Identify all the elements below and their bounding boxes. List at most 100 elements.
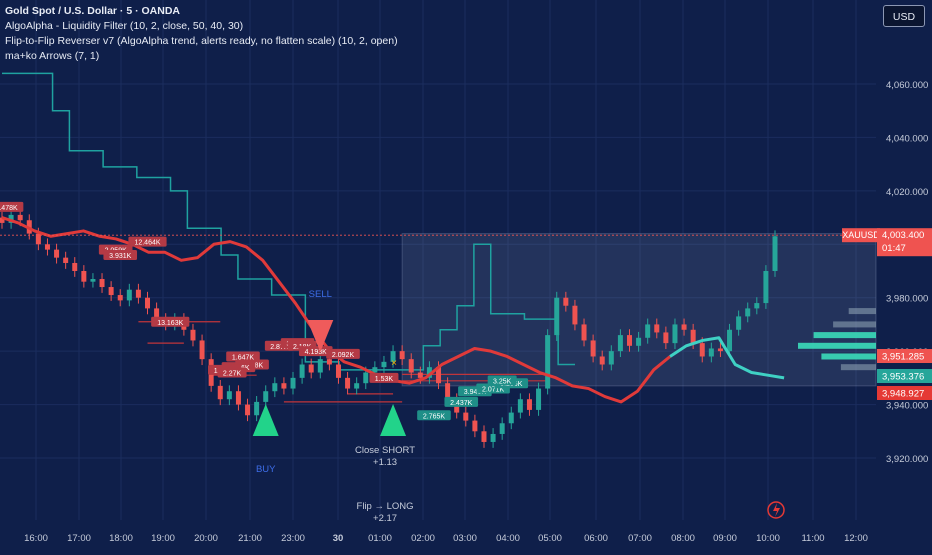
candle-body	[436, 367, 442, 384]
time-tick-label: 11:00	[801, 533, 824, 544]
volume-profile-bar	[840, 364, 876, 371]
last-price-bg	[877, 228, 932, 257]
volume-tags: 5.478K2.059K3.931K12.464K13.163K2.87K3.0…	[0, 201, 529, 421]
candle-body	[472, 420, 478, 432]
symbol-tag-bg	[842, 228, 880, 243]
time-tick-label: 30	[333, 533, 344, 544]
candle-body	[190, 329, 196, 341]
candle-body	[8, 214, 14, 223]
price-tick-label: 4,020.000	[886, 187, 928, 198]
candle-body	[581, 324, 587, 341]
candle-body	[536, 388, 542, 410]
candle-body	[35, 233, 41, 245]
candle-body	[408, 359, 414, 373]
volume-tag-label: 4.193K	[305, 349, 328, 356]
candle-body	[154, 308, 160, 320]
annotation-value: +2.17	[373, 513, 397, 524]
volume-tag-label: 12.464K	[134, 240, 160, 247]
time-axis[interactable]: 16:00 17:00 18:00 19:00 20:00 21:00 23:00 30 01:…	[24, 501, 868, 544]
buy-arrow	[252, 404, 279, 436]
candle-body	[281, 383, 287, 389]
indicator-arrows[interactable]: ma+ko Arrows (7, 1)	[5, 50, 100, 62]
candle-body	[390, 351, 396, 362]
indicator-liquidity-filter[interactable]: AlgoAlpha - Liquidity Filter (10, 2, clo…	[5, 20, 244, 32]
volume-tag-box	[444, 396, 479, 407]
candle-body	[263, 391, 269, 402]
candle-body	[699, 343, 705, 357]
candle-body	[772, 236, 778, 271]
time-tick-label: 05:00	[538, 533, 562, 544]
candle-body	[499, 423, 505, 434]
candle-body	[290, 377, 296, 389]
volume-tag-label: 13.163K	[157, 320, 183, 327]
time-tick-label: 06:00	[584, 533, 608, 544]
volume-profile-bar	[798, 342, 876, 349]
time-tick-label: 10:00	[756, 533, 780, 544]
candle-body	[736, 316, 742, 330]
candle-body	[617, 335, 623, 352]
sell-arrow	[307, 320, 334, 352]
currency-button[interactable]: USD	[883, 5, 925, 27]
candle-body	[199, 340, 205, 360]
candle-body	[72, 262, 78, 271]
indicator-flip-reverser[interactable]: Flip-to-Flip Reverser v7 (AlgoAlpha tren…	[5, 35, 398, 47]
price-tick-label: 4,060.000	[886, 80, 928, 91]
time-tick-label: 12:00	[844, 533, 868, 544]
price-labels: XAUUSD 4,003.400 01:47 3,951.285 3,953.376 3,…	[0, 228, 932, 400]
candle-body	[590, 340, 596, 357]
candle-body	[717, 348, 723, 352]
candle-body	[626, 335, 632, 346]
time-tick-label: 02:00	[411, 533, 435, 544]
chart-title: Gold Spot / U.S. Dollar · 5 · OANDA	[5, 5, 181, 17]
volume-tag-label: 2.437K	[450, 400, 473, 407]
candle-body	[663, 332, 669, 344]
candle-body	[608, 351, 614, 365]
price-axis[interactable]: 3,920.0003,940.0003,960.0003,980.0004,00…	[877, 0, 932, 550]
range-box	[401, 233, 877, 387]
volume-tag-label: 1.647K	[232, 354, 255, 361]
candle-body	[563, 297, 569, 306]
candle-body	[754, 303, 760, 309]
candle-body	[108, 287, 114, 296]
candle-body	[81, 271, 87, 282]
time-tick-label: 01:00	[368, 533, 392, 544]
candle-body	[599, 356, 605, 365]
time-tick-label: 20:00	[194, 533, 218, 544]
volume-tag-box	[417, 410, 451, 421]
candle-body	[645, 324, 651, 338]
annotation-value: +1.13	[373, 457, 397, 468]
candle-body	[463, 412, 469, 421]
volume-tag-label: 3.25K	[493, 379, 512, 386]
candle-body	[636, 337, 642, 346]
annotation-text: Flip → LONG	[357, 501, 414, 512]
price-tick-label: 3,920.000	[886, 454, 928, 465]
price-axis-bg	[877, 0, 932, 550]
symbol-tag: XAUUSD	[842, 230, 880, 240]
candle-body	[63, 257, 69, 263]
candle-body	[326, 359, 332, 365]
candle-body	[126, 289, 132, 301]
grid	[0, 0, 876, 520]
volume-profile-bar	[833, 321, 876, 328]
volume-profile-bar	[813, 332, 876, 339]
volume-tag-box	[326, 348, 360, 359]
volume-tag-label: 2.765K	[423, 413, 446, 420]
candle-body	[363, 372, 369, 384]
candle-body	[335, 364, 341, 378]
volume-tag-box	[226, 351, 260, 362]
sell-label: SELL	[309, 289, 332, 300]
price-label-text: 3,951.285	[882, 352, 924, 363]
volume-tag-box	[369, 372, 399, 383]
candle-body	[354, 383, 360, 389]
candle-body	[490, 433, 496, 442]
time-tick-label: 18:00	[109, 533, 133, 544]
candle-body	[308, 364, 314, 373]
candle-body	[145, 297, 151, 309]
price-label-text: 3,948.927	[882, 389, 924, 400]
candle-body	[245, 404, 251, 416]
candle-body	[672, 324, 678, 344]
buy-arrow	[380, 404, 407, 436]
candle-body	[235, 391, 241, 405]
